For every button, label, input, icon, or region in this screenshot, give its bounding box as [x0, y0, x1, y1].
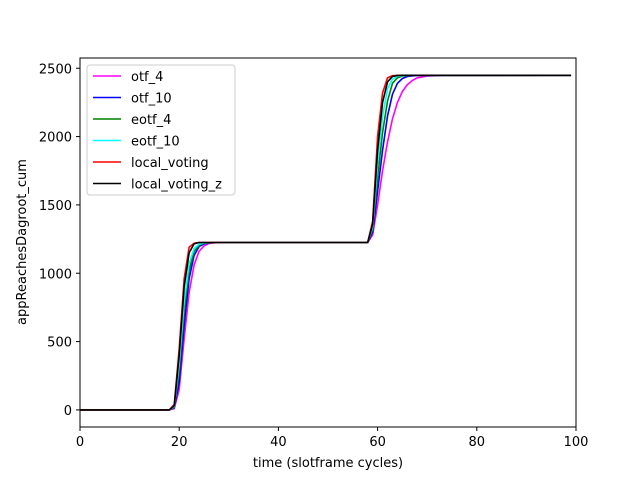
y-tick-label: 2500: [39, 62, 72, 77]
legend: otf_4 otf_10 eotf_4 eotf_10 local_votingloca…: [86, 64, 236, 196]
x-tick-label: 0: [76, 435, 84, 450]
x-tick-label: 20: [171, 435, 188, 450]
legend-label: local_voting: [131, 156, 209, 171]
legend-label: eotf_4: [131, 113, 171, 128]
x-axis-label: time (slotframe cycles): [253, 456, 403, 471]
series-line-otf-4: [80, 74, 572, 411]
y-axis-label: appReachesDagroot_cum: [15, 159, 30, 325]
plot-frame: [79, 57, 577, 428]
x-tick-label: 80: [469, 435, 486, 450]
y-tick-label: 2000: [39, 131, 72, 146]
y-tick-label: 1500: [39, 199, 72, 214]
y-axis: 0 500 1000 1500 2000 2500: [39, 62, 80, 419]
legend-box: [86, 64, 236, 196]
legend-label: eotf_10: [131, 135, 180, 150]
legend-label: local_voting_z: [131, 178, 222, 193]
x-axis: 0 20 40 60 80 100: [76, 427, 589, 450]
plot-lines: [80, 74, 572, 411]
series-line-local-voting-z: [80, 74, 572, 411]
x-tick-label: 60: [369, 435, 386, 450]
x-tick-label: 100: [564, 435, 589, 450]
y-tick-label: 500: [47, 336, 72, 351]
y-tick-label: 0: [64, 404, 72, 419]
legend-label: otf_10: [131, 92, 172, 107]
x-tick-label: 40: [270, 435, 287, 450]
y-tick-label: 1000: [39, 267, 72, 282]
legend-label: otf_4: [131, 70, 163, 85]
